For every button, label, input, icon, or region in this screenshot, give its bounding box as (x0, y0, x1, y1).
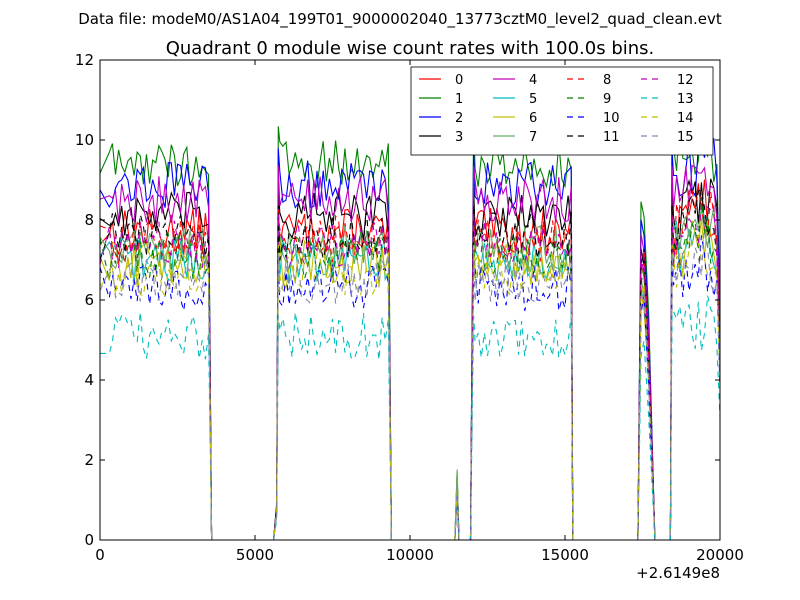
legend-label-8: 8 (603, 73, 611, 88)
legend-label-15: 15 (677, 130, 694, 145)
legend-label-9: 9 (603, 92, 611, 107)
series-line-15 (100, 223, 720, 540)
legend-label-12: 12 (677, 73, 694, 88)
x-tick-label: 5000 (236, 546, 274, 564)
x-tick-label: 10000 (386, 546, 434, 564)
y-tick-label: 12 (75, 51, 94, 69)
x-tick-label: 0 (95, 546, 105, 564)
y-tick-label: 2 (84, 451, 94, 469)
series-line-2 (100, 138, 720, 540)
legend-label-3: 3 (455, 130, 463, 145)
legend-label-11: 11 (603, 130, 620, 145)
y-tick-label: 6 (84, 291, 94, 309)
chart-suptitle: Data file: modeM0/AS1A04_199T01_90000020… (78, 10, 722, 29)
legend-label-2: 2 (455, 111, 463, 126)
legend-label-10: 10 (603, 111, 620, 126)
series-line-7 (100, 206, 720, 540)
series-line-8 (100, 186, 720, 540)
legend-label-13: 13 (677, 92, 694, 107)
series-line-10 (100, 235, 720, 540)
legend-label-6: 6 (529, 111, 537, 126)
y-tick-label: 10 (75, 131, 94, 149)
series-line-14 (100, 234, 720, 540)
series-line-9 (100, 196, 720, 540)
x-offset-label: +2.6149e8 (636, 564, 720, 582)
legend-label-4: 4 (529, 73, 537, 88)
legend-box (410, 66, 714, 156)
series-line-6 (100, 217, 720, 540)
y-tick-label: 0 (84, 531, 94, 549)
legend-label-7: 7 (529, 130, 537, 145)
series-line-3 (100, 178, 720, 540)
series-line-4 (100, 164, 720, 540)
x-tick-label: 15000 (541, 546, 589, 564)
legend-label-0: 0 (455, 73, 463, 88)
legend-label-14: 14 (677, 111, 694, 126)
series-line-1 (100, 116, 720, 540)
series-line-13 (100, 295, 720, 540)
x-tick-label: 20000 (696, 546, 744, 564)
legend-label-1: 1 (455, 92, 463, 107)
legend-label-5: 5 (529, 92, 537, 107)
y-tick-label: 4 (84, 371, 94, 389)
series-line-11 (100, 189, 720, 540)
series-layer (100, 116, 720, 540)
series-line-12 (100, 203, 720, 540)
y-tick-label: 8 (84, 211, 94, 229)
chart-title: Quadrant 0 module wise count rates with … (166, 38, 655, 59)
